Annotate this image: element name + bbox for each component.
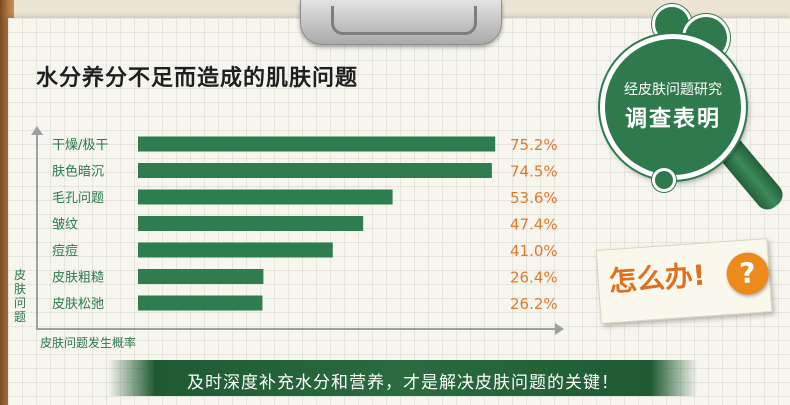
category-label: 毛孔问题 bbox=[52, 191, 104, 206]
question-mark-icon: ? bbox=[725, 251, 771, 296]
survey-badge: 经皮肤问题研究 调查表明 bbox=[600, 0, 790, 405]
x-axis-line bbox=[36, 328, 556, 330]
value-label: 26.2% bbox=[510, 295, 558, 313]
magnifier-icon: 经皮肤问题研究 调查表明 bbox=[600, 34, 746, 180]
badge-line2: 调查表明 bbox=[624, 107, 721, 132]
x-axis-arrow bbox=[555, 323, 564, 335]
bar bbox=[138, 163, 492, 178]
value-label: 47.4% bbox=[510, 216, 558, 234]
y-axis-line bbox=[36, 134, 38, 330]
value-label: 74.5% bbox=[510, 163, 558, 181]
sticky-note: 怎么办! ? bbox=[595, 238, 773, 324]
category-label: 干燥/极干 bbox=[52, 138, 108, 153]
note-text: 怎么办! bbox=[607, 258, 707, 299]
bottom-banner: 及时深度补充水分和营养，才是解决皮肤问题的关键！ bbox=[108, 360, 698, 396]
value-label: 41.0% bbox=[510, 242, 558, 260]
bar bbox=[138, 136, 496, 152]
badge-line1: 经皮肤问题研究 bbox=[624, 82, 722, 98]
category-label: 皮肤粗糙 bbox=[52, 271, 104, 286]
clipboard-clip bbox=[300, 0, 502, 45]
value-label: 53.6% bbox=[510, 189, 558, 207]
paper-background bbox=[8, 18, 790, 405]
value-label: 26.4% bbox=[510, 269, 558, 287]
bar bbox=[138, 269, 264, 284]
bar bbox=[138, 189, 393, 205]
y-axis-label: 皮肤问题 bbox=[14, 268, 27, 324]
x-axis-label: 皮肤问题发生概率 bbox=[40, 336, 137, 350]
bar bbox=[138, 242, 333, 258]
bar bbox=[138, 216, 364, 231]
y-axis-arrow bbox=[31, 126, 43, 135]
decor-dot-small bbox=[652, 168, 676, 192]
banner-text: 及时深度补充水分和营养，才是解决皮肤问题的关键！ bbox=[187, 373, 619, 393]
category-label: 皱纹 bbox=[52, 217, 78, 233]
category-label: 肤色暗沉 bbox=[52, 164, 104, 180]
clip-ring bbox=[331, 6, 477, 35]
bar bbox=[138, 295, 263, 311]
category-label: 皮肤松弛 bbox=[52, 297, 104, 312]
chart-title: 水分养分不足而造成的肌肤问题 bbox=[36, 65, 359, 91]
value-label: 75.2% bbox=[510, 136, 558, 154]
category-label: 痘痘 bbox=[52, 244, 78, 259]
